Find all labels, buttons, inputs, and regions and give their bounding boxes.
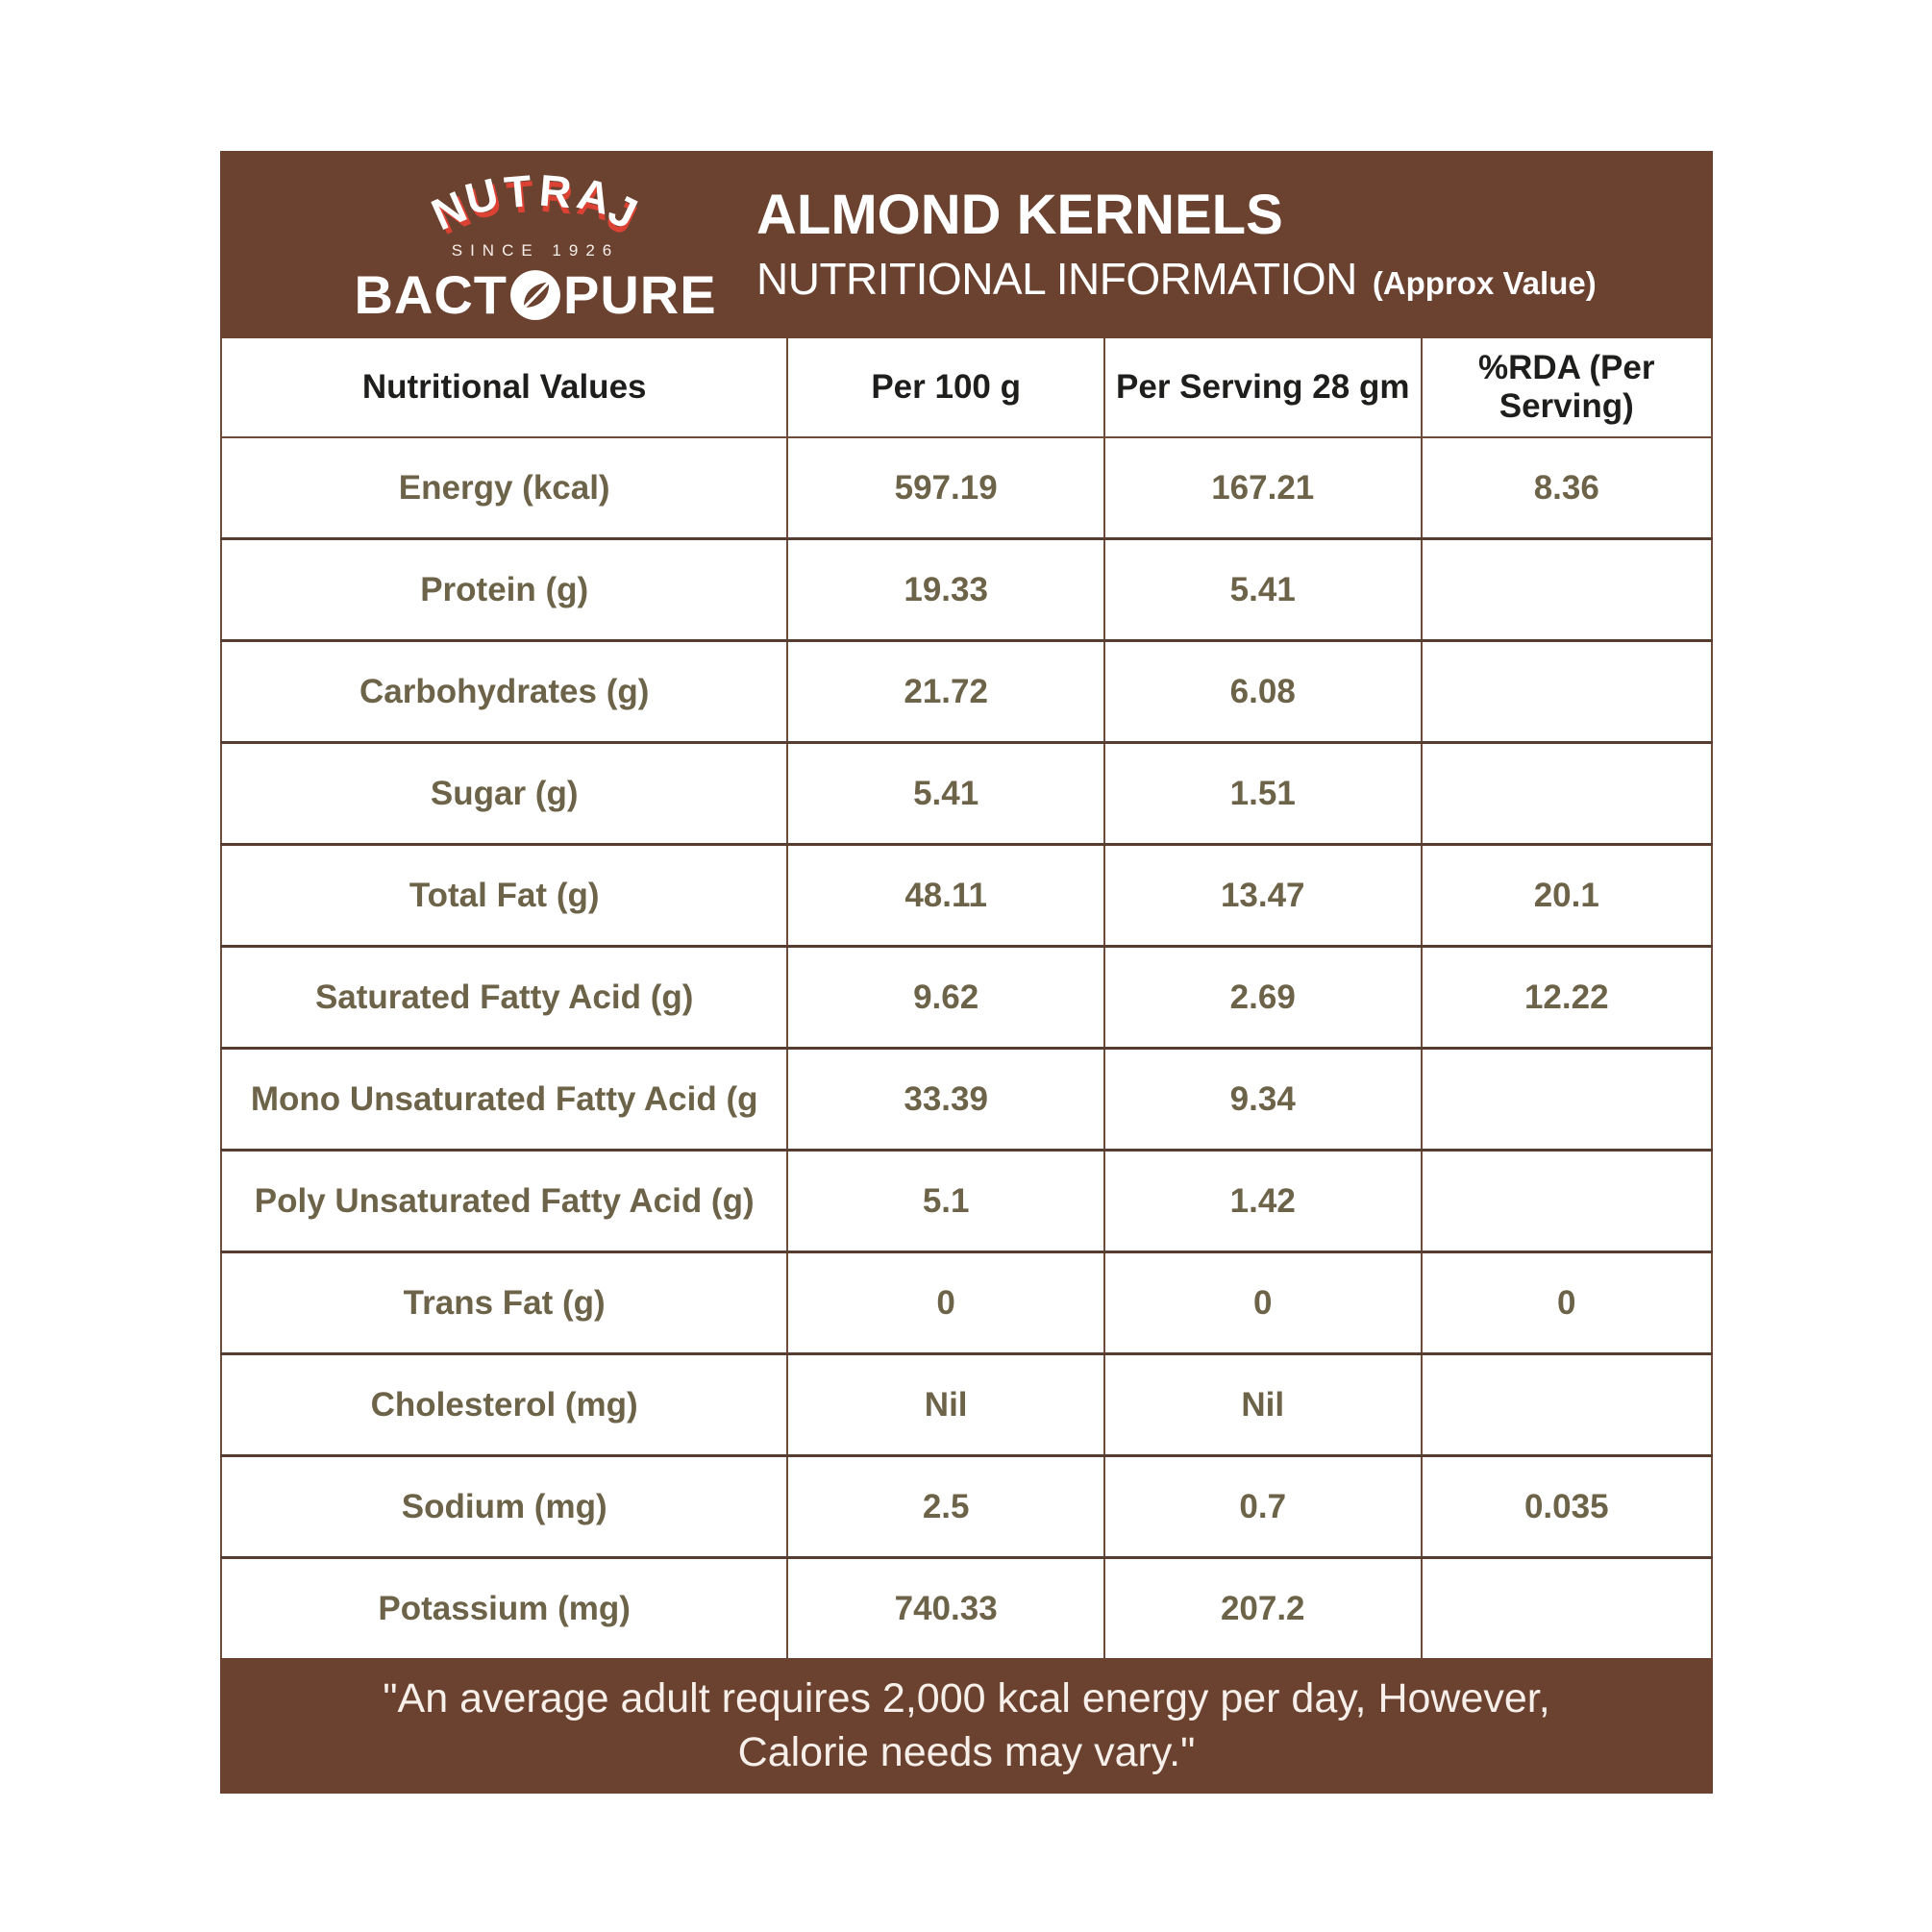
disclaimer-line-1: "An average adult requires 2,000 kcal en… [383, 1674, 1550, 1721]
per-serving-value: 6.08 [1102, 639, 1422, 743]
rda-value [1420, 537, 1712, 641]
per-100g-value: 5.41 [786, 741, 1104, 845]
rda-value: 20.1 [1420, 843, 1712, 947]
table-row: Poly Unsaturated Fatty Acid (g) 5.1 1.42 [221, 1149, 1712, 1252]
rda-value [1420, 741, 1712, 845]
nutrient-label: Total Fat (g) [221, 843, 788, 947]
bactopure-suffix: PURE [562, 263, 717, 325]
nutrient-label: Energy (kcal) [221, 436, 788, 539]
per-serving-value: 207.2 [1102, 1556, 1422, 1658]
header-titles: ALMOND KERNELS NUTRITIONAL INFORMATION (A… [756, 183, 1597, 306]
product-title: ALMOND KERNELS [756, 183, 1283, 246]
nutrient-label: Mono Unsaturated Fatty Acid (g [221, 1047, 788, 1151]
per-100g-value: 33.39 [786, 1047, 1104, 1151]
per-100g-value: 48.11 [786, 843, 1104, 947]
approx-value-note: (Approx Value) [1372, 265, 1597, 302]
per-serving-value: 1.51 [1102, 741, 1422, 845]
table-row: Sodium (mg) 2.5 0.7 0.035 [221, 1454, 1712, 1558]
per-serving-value: 1.42 [1102, 1149, 1422, 1252]
nutrient-label: Cholesterol (mg) [221, 1352, 788, 1456]
per-100g-value: 21.72 [786, 639, 1104, 743]
footer-disclaimer-band: "An average adult requires 2,000 kcal en… [220, 1658, 1713, 1794]
table-row: Total Fat (g) 48.11 13.47 20.1 [221, 843, 1712, 947]
table-row: Protein (g) 19.33 5.41 [221, 537, 1712, 641]
table-row: Mono Unsaturated Fatty Acid (g 33.39 9.3… [221, 1047, 1712, 1151]
disclaimer-line-2: Calorie needs may vary." [737, 1728, 1196, 1775]
nutrient-label: Saturated Fatty Acid (g) [221, 945, 788, 1049]
per-serving-value: 167.21 [1102, 436, 1422, 539]
nutrient-label: Sodium (mg) [221, 1454, 788, 1558]
col-header-per-serving: Per Serving 28 gm [1102, 338, 1422, 437]
nutrient-label: Carbohydrates (g) [221, 639, 788, 743]
per-serving-value: 2.69 [1102, 945, 1422, 1049]
nutrient-label: Trans Fat (g) [221, 1251, 788, 1354]
rda-value [1420, 1352, 1712, 1456]
per-serving-value: 0.7 [1102, 1454, 1422, 1558]
per-100g-value: 740.33 [786, 1556, 1104, 1658]
leaf-o-icon [510, 269, 560, 320]
nutrition-table: Nutritional Values Per 100 g Per Serving… [220, 338, 1713, 1658]
table-row: Energy (kcal) 597.19 167.21 8.36 [221, 436, 1712, 539]
per-serving-value: 5.41 [1102, 537, 1422, 641]
nutrient-label: Poly Unsaturated Fatty Acid (g) [221, 1149, 788, 1252]
table-row: Trans Fat (g) 0 0 0 [221, 1251, 1712, 1354]
per-100g-value: 2.5 [786, 1454, 1104, 1558]
rda-value [1420, 1149, 1712, 1252]
table-row: Saturated Fatty Acid (g) 9.62 2.69 12.22 [221, 945, 1712, 1049]
per-serving-value: 9.34 [1102, 1047, 1422, 1151]
bactopure-prefix: BACT [354, 263, 508, 325]
per-100g-value: 19.33 [786, 537, 1104, 641]
per-100g-value: 5.1 [786, 1149, 1104, 1252]
table-header-row: Nutritional Values Per 100 g Per Serving… [221, 338, 1712, 437]
subtitle: NUTRITIONAL INFORMATION [756, 254, 1357, 305]
rda-value: 0.035 [1420, 1454, 1712, 1558]
brand-bactopure: BACT PURE [343, 263, 728, 325]
col-header-nutritional-values: Nutritional Values [221, 338, 788, 437]
rda-value [1420, 639, 1712, 743]
per-100g-value: 9.62 [786, 945, 1104, 1049]
nutrient-label: Sugar (g) [221, 741, 788, 845]
per-100g-value: 597.19 [786, 436, 1104, 539]
nutrient-label: Protein (g) [221, 537, 788, 641]
rda-value: 0 [1420, 1251, 1712, 1354]
per-100g-value: 0 [786, 1251, 1104, 1354]
per-serving-value: Nil [1102, 1352, 1422, 1456]
per-serving-value: 0 [1102, 1251, 1422, 1354]
per-serving-value: 13.47 [1102, 843, 1422, 947]
rda-value [1420, 1047, 1712, 1151]
rda-value: 8.36 [1420, 436, 1712, 539]
per-100g-value: Nil [786, 1352, 1104, 1456]
nutrient-label: Potassium (mg) [221, 1556, 788, 1658]
table-row: Carbohydrates (g) 21.72 6.08 [221, 639, 1712, 743]
table-row: Sugar (g) 5.41 1.51 [221, 741, 1712, 845]
table-row: Potassium (mg) 740.33 207.2 [221, 1556, 1712, 1658]
col-header-per-100g: Per 100 g [786, 338, 1104, 437]
brand-since-text: SINCE 1926 [451, 240, 620, 260]
table-row: Cholesterol (mg) Nil Nil [221, 1352, 1712, 1456]
rda-value [1420, 1556, 1712, 1658]
rda-value: 12.22 [1420, 945, 1712, 1049]
col-header-rda: %RDA (Per Serving) [1420, 338, 1712, 437]
